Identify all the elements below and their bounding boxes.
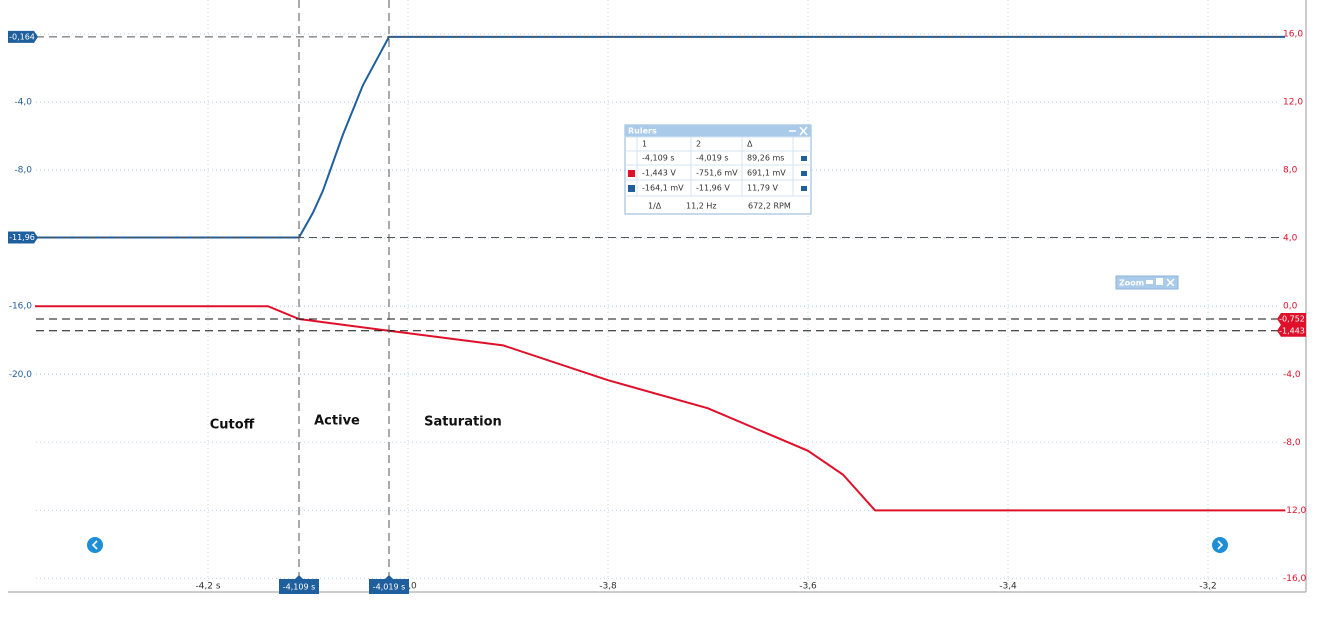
- y-tick-label: -4,0: [14, 98, 32, 108]
- x-ruler-marker: [369, 575, 409, 594]
- annotation: Active: [314, 414, 360, 429]
- y2-tick-label: -4,0: [1283, 370, 1301, 380]
- lock-icon[interactable]: [801, 156, 807, 161]
- y-ruler-marker: [8, 231, 38, 244]
- y-tick-label: -16,0: [9, 302, 33, 312]
- table-cell: -11,96 V: [696, 184, 730, 193]
- y2-tick-label: 12,0: [1283, 98, 1303, 108]
- x-tick-label: -3,8: [599, 582, 617, 592]
- rulers-frame: [624, 124, 812, 215]
- y2-tick-label: -16,0: [1283, 574, 1307, 584]
- table-cell: 691,1 mV: [747, 169, 786, 178]
- zoom-max[interactable]: [1156, 278, 1163, 285]
- x-tick-label: -3,4: [999, 582, 1017, 592]
- table-cell: 11,79 V: [747, 184, 778, 193]
- y-ruler-label: -11,96: [9, 233, 35, 242]
- rulers-title: Rulers: [628, 127, 657, 136]
- lock-icon[interactable]: [801, 171, 807, 176]
- y-ruler-marker: [8, 30, 38, 43]
- table-cell: -164,1 mV: [642, 184, 684, 193]
- y2-tick-label: -12,0: [1283, 506, 1307, 516]
- x-tick-label: -3,2: [1199, 582, 1217, 592]
- table-cell: -4,019 s: [696, 154, 729, 163]
- y-tick-label: -20,0: [9, 370, 33, 380]
- y-ruler-label: -0,164: [9, 32, 35, 41]
- x-tick-label: -3,6: [799, 582, 817, 592]
- table-header: Δ: [747, 140, 753, 149]
- trace: [35, 305, 1285, 512]
- y2-tick-label: 16,0: [1283, 30, 1303, 40]
- y-tick-label: -8,0: [14, 166, 32, 176]
- annotation: Cutoff: [210, 418, 255, 433]
- y2-tick-label: 8,0: [1283, 166, 1298, 176]
- zoom-min[interactable]: [1146, 280, 1153, 284]
- nav-left[interactable]: [87, 537, 103, 553]
- ui-overlay: Zoom Rulers 1 2 Δ-4,109 s -4,019 s 89,26 ms-…: [8, 30, 1306, 594]
- trace: [35, 35, 1285, 239]
- y2-ruler-marker: [1277, 324, 1306, 337]
- table-header: 2: [696, 140, 701, 149]
- table-cell: -751,6 mV: [696, 169, 738, 178]
- table-header: 1: [642, 140, 647, 149]
- zoom-close[interactable]: [1166, 278, 1175, 287]
- x-ruler-label: -4,019 s: [373, 583, 406, 592]
- table-cell: 672,2 RPM: [748, 202, 791, 211]
- y2-ruler-marker: [1277, 312, 1306, 325]
- blue-channel-swatch: [628, 185, 635, 192]
- y2-tick-label: -8,0: [1283, 438, 1301, 448]
- table-cell: 1/Δ: [648, 202, 662, 211]
- x-ruler-marker: [279, 575, 319, 594]
- rulers-panel: Rulers 1 2 Δ -4,109 s -4,019 s 89,26 ms -1,443…: [624, 124, 812, 215]
- x-ruler-label: -4,109 s: [283, 583, 316, 592]
- table-cell: 11,2 Hz: [686, 202, 717, 211]
- rulers-titlebar: [625, 125, 811, 137]
- y2-ruler-label: -1,443: [1279, 326, 1305, 335]
- nav-left-icon: [91, 540, 98, 550]
- table-cell: -1,443 V: [642, 169, 676, 178]
- table-cell: 89,26 ms: [747, 154, 784, 163]
- red-channel-swatch: [628, 170, 635, 177]
- y2-tick-label: 4,0: [1283, 234, 1298, 244]
- plot: [35, 0, 1285, 578]
- x-tick-label: -4,2 s: [195, 582, 220, 592]
- table-cell: -4,109 s: [642, 154, 675, 163]
- zoom-title: Zoom: [1119, 279, 1144, 288]
- y2-ruler-label: -0,752: [1279, 314, 1305, 323]
- nav-right-icon: [1217, 540, 1224, 550]
- annotation: Saturation: [424, 415, 502, 430]
- nav-right[interactable]: [1212, 537, 1228, 553]
- lock-icon[interactable]: [801, 186, 807, 191]
- y2-tick-label: 0,0: [1283, 302, 1298, 312]
- rulers-close[interactable]: [799, 126, 808, 136]
